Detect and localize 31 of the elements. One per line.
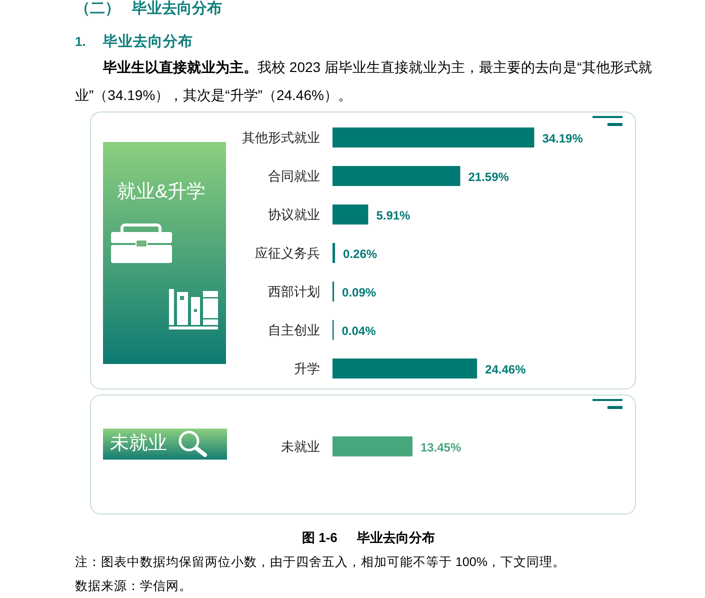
bar [332,166,460,186]
source-note: 数据来源：学信网。 [75,578,192,595]
text: 毕业去向分布 [357,529,435,547]
y-tick-label: 应征义务兵 [255,246,320,260]
title: 未就业 [110,433,167,454]
data-label: 21.59% [468,170,510,184]
y-tick-label: 其他形式就业 [242,130,320,145]
text: 1. [75,33,86,51]
title: 就业&升学 [117,182,206,202]
text: 毕业去向分布 [132,0,222,18]
text: （二） [75,0,120,18]
data-label: 24.46% [485,362,526,376]
bar [332,128,534,148]
text: 注：图表中数据均保留两位小数，由于四舍五入，相加可能不等于 100%，下文同理。 [75,554,566,571]
y-tick-label: 自主创业 [268,322,320,338]
data-label: 0.26% [343,247,378,261]
y-tick-label: 合同就业 [268,168,320,184]
data-label: 0.09% [342,286,376,300]
y-tick-label: 未就业 [281,438,320,454]
text: 毕业生以直接就业为主。我校 2023 届毕业生直接就业为主，最主要的去向是“其他形式就业”（34.19%），其次是“升学”（24.46%）。 [75,58,652,105]
y-tick-label: 西部计划 [268,284,320,299]
bar [332,358,478,378]
y-tick-label: 升学 [294,361,320,376]
data-label: 5.91% [376,208,411,222]
bar [332,204,368,224]
caption: 图 1-6 [302,529,338,547]
data-label: 13.45% [420,440,462,454]
y-tick-label: 协议就业 [268,207,320,222]
data-label: 0.04% [342,324,376,338]
data-label: 34.19% [542,132,584,146]
text: 毕业去向分布 [103,32,193,52]
